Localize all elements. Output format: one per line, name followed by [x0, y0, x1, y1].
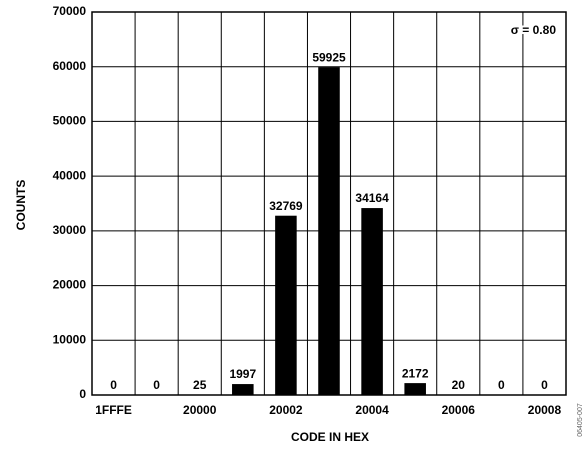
- y-tick-label: 50000: [53, 114, 87, 128]
- y-tick-label: 10000: [53, 332, 87, 346]
- annotation: σ = 0.80: [511, 23, 557, 37]
- x-tick-label: 20008: [528, 403, 562, 417]
- y-tick-label: 70000: [53, 4, 87, 18]
- y-axis-label: COUNTS: [14, 180, 28, 231]
- data-label: 0: [153, 378, 160, 392]
- x-tick-label: 20002: [269, 403, 303, 417]
- y-tick-label: 20000: [53, 278, 87, 292]
- y-tick-label: 0: [79, 387, 86, 401]
- data-label: 0: [541, 378, 548, 392]
- x-tick-label: 20006: [442, 403, 476, 417]
- bar: [404, 383, 426, 395]
- y-tick-label: 30000: [53, 223, 87, 237]
- data-label: 2172: [402, 366, 429, 380]
- x-axis-label: CODE IN HEX: [291, 430, 369, 444]
- data-label: 59925: [312, 50, 346, 64]
- data-label: 0: [110, 378, 117, 392]
- figure-id: 06405-007: [577, 403, 584, 437]
- bar: [275, 215, 297, 395]
- bar: [318, 67, 340, 396]
- x-tick-label: 1FFFE: [95, 403, 132, 417]
- x-tick-label: 20004: [355, 403, 389, 417]
- data-label: 20: [452, 378, 466, 392]
- data-label: 34164: [355, 191, 389, 205]
- data-label: 1997: [229, 367, 256, 381]
- y-tick-label: 60000: [53, 59, 87, 73]
- data-label: 32769: [269, 199, 303, 213]
- data-label: 0: [498, 378, 505, 392]
- data-label: 25: [193, 378, 207, 392]
- x-tick-label: 20000: [183, 403, 217, 417]
- bar: [232, 384, 254, 395]
- y-tick-label: 40000: [53, 168, 87, 182]
- plot-border: [91, 11, 567, 396]
- bar: [361, 208, 383, 395]
